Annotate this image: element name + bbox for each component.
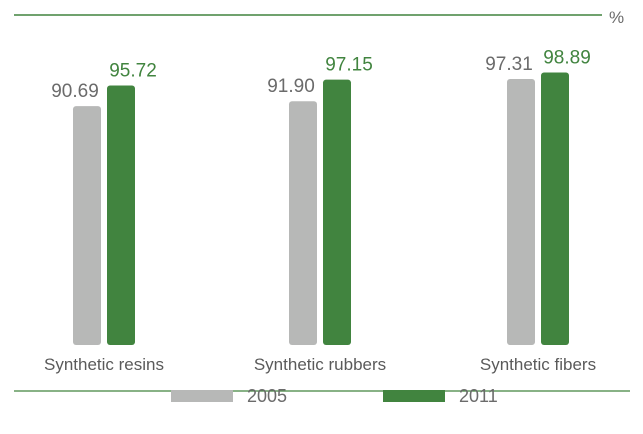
legend-swatch-2005 [171, 390, 233, 402]
bar-2005-2 [507, 79, 535, 346]
value-label-2005-0: 90.69 [51, 81, 99, 102]
legend-item-2005: 2005 [171, 385, 287, 407]
value-label-2005-2: 97.31 [485, 54, 533, 75]
legend-item-2011: 2011 [383, 385, 498, 407]
value-label-2011-2: 98.89 [543, 48, 591, 69]
legend-swatch-2011 [383, 390, 445, 402]
bar-2005-0 [73, 106, 101, 346]
unit-label: % [609, 8, 625, 27]
category-label-1: Synthetic rubbers [254, 355, 386, 374]
bar-2011-0 [107, 85, 135, 345]
bars-group [73, 72, 569, 346]
legend-label-2005: 2005 [247, 385, 288, 406]
category-label-2: Synthetic fibers [480, 355, 596, 374]
value-label-2005-1: 91.90 [267, 76, 315, 97]
value-label-2011-1: 97.15 [325, 55, 373, 76]
value-label-2011-0: 95.72 [109, 61, 157, 82]
labels-group: 90.69 95.72 Synthetic resins 91.90 97.15 Synt… [44, 48, 596, 374]
bar-2011-2 [541, 72, 569, 346]
bar-2005-1 [289, 101, 317, 346]
category-label-0: Synthetic resins [44, 355, 164, 374]
legend-label-2011: 2011 [459, 385, 498, 406]
bar-2011-1 [323, 79, 351, 345]
